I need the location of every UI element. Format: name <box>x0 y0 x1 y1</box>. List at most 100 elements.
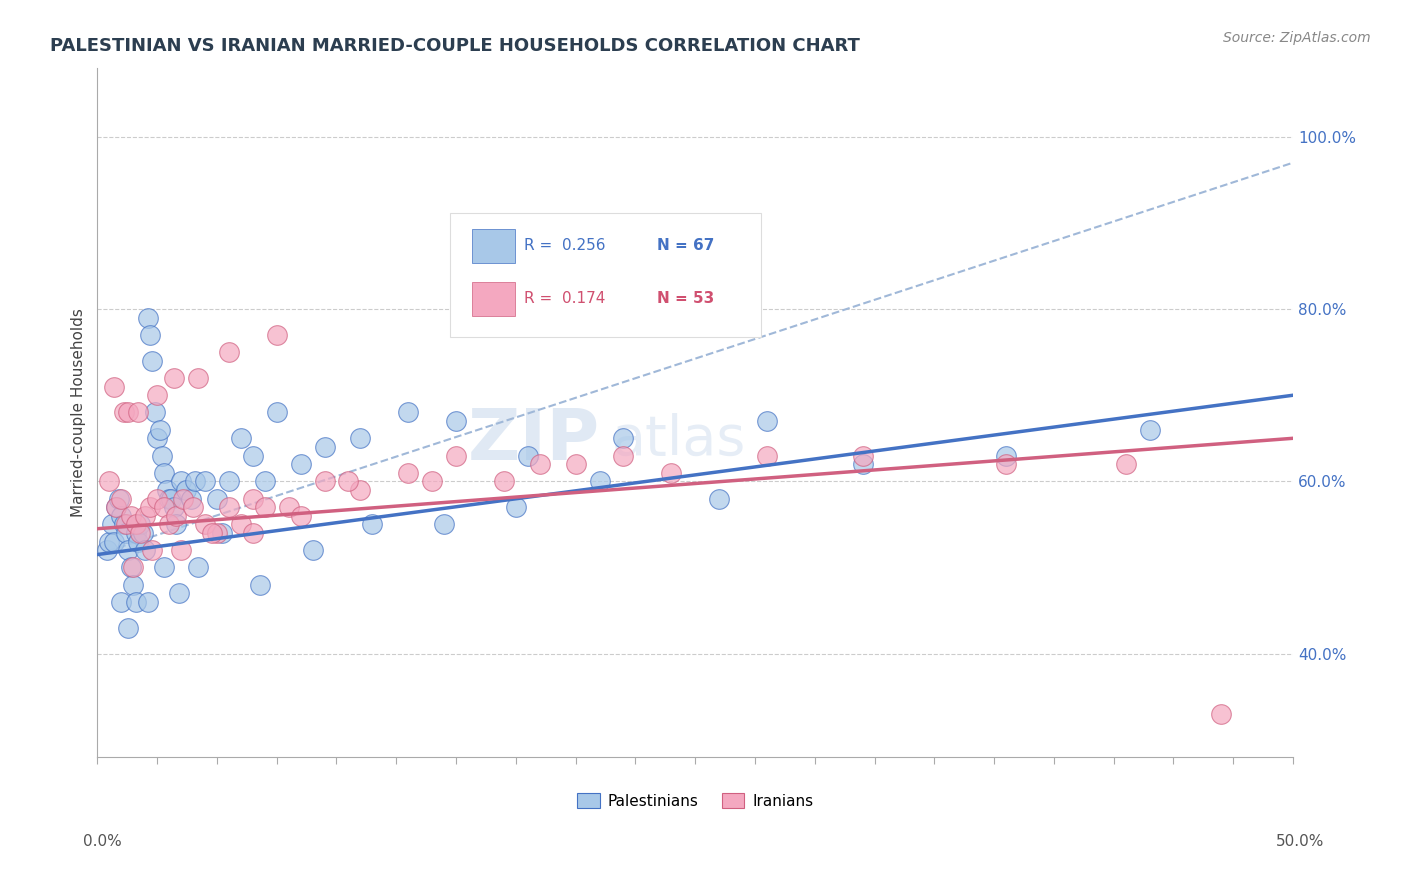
Point <box>117 543 139 558</box>
Point <box>1139 423 1161 437</box>
Point <box>218 345 240 359</box>
Point <box>150 449 173 463</box>
Point <box>659 466 682 480</box>
Point <box>157 491 180 506</box>
Point <box>277 500 299 515</box>
Point <box>995 449 1018 463</box>
Point <box>755 449 778 463</box>
Point <box>851 457 873 471</box>
Point <box>529 457 551 471</box>
Point <box>146 431 169 445</box>
Point <box>129 526 152 541</box>
Point <box>444 414 467 428</box>
Point <box>492 475 515 489</box>
Point <box>349 483 371 497</box>
Point <box>165 508 187 523</box>
Y-axis label: Married-couple Households: Married-couple Households <box>72 308 86 516</box>
Point <box>249 577 271 591</box>
Point <box>141 353 163 368</box>
Point <box>337 475 360 489</box>
Point <box>157 517 180 532</box>
Point <box>180 491 202 506</box>
Point <box>588 475 610 489</box>
Point <box>201 526 224 541</box>
Point <box>444 449 467 463</box>
Point <box>143 405 166 419</box>
Point <box>120 560 142 574</box>
Point <box>124 517 146 532</box>
Point <box>160 491 183 506</box>
Point <box>1211 706 1233 721</box>
Point <box>314 440 336 454</box>
Point <box>129 517 152 532</box>
Point <box>153 466 176 480</box>
Point <box>253 475 276 489</box>
Point <box>184 475 207 489</box>
Point <box>266 328 288 343</box>
Point <box>148 423 170 437</box>
Point <box>110 595 132 609</box>
Point <box>187 560 209 574</box>
Point <box>103 379 125 393</box>
Point <box>96 543 118 558</box>
Point <box>266 405 288 419</box>
Point <box>205 491 228 506</box>
Point <box>110 491 132 506</box>
Point <box>98 475 121 489</box>
Point <box>516 449 538 463</box>
Point <box>165 517 187 532</box>
Point <box>253 500 276 515</box>
Point <box>242 491 264 506</box>
Point <box>98 534 121 549</box>
Point <box>290 508 312 523</box>
FancyBboxPatch shape <box>471 229 515 262</box>
Point <box>181 500 204 515</box>
Point <box>163 500 186 515</box>
Point <box>218 500 240 515</box>
Point <box>117 405 139 419</box>
Point <box>134 508 156 523</box>
Point <box>1115 457 1137 471</box>
Text: 0.0%: 0.0% <box>83 834 122 848</box>
Text: 50.0%: 50.0% <box>1277 834 1324 848</box>
Point <box>211 526 233 541</box>
Point <box>115 517 138 532</box>
Point <box>112 517 135 532</box>
Point <box>139 328 162 343</box>
Point <box>242 526 264 541</box>
Point <box>349 431 371 445</box>
Point <box>229 431 252 445</box>
Text: ZIP: ZIP <box>467 406 599 475</box>
Point <box>127 405 149 419</box>
Point <box>505 500 527 515</box>
Point <box>612 431 634 445</box>
Text: Source: ZipAtlas.com: Source: ZipAtlas.com <box>1223 31 1371 45</box>
Point <box>146 388 169 402</box>
Point <box>105 500 128 515</box>
Point <box>117 621 139 635</box>
Point <box>132 526 155 541</box>
Point <box>134 543 156 558</box>
Point <box>127 534 149 549</box>
FancyBboxPatch shape <box>471 282 515 316</box>
Point <box>124 526 146 541</box>
Text: N = 67: N = 67 <box>657 238 714 253</box>
Point <box>136 595 159 609</box>
Point <box>120 508 142 523</box>
Point <box>187 371 209 385</box>
Point <box>174 483 197 497</box>
Point <box>172 491 194 506</box>
Point <box>755 414 778 428</box>
Point <box>612 449 634 463</box>
FancyBboxPatch shape <box>450 212 761 336</box>
Point <box>205 526 228 541</box>
Text: N = 53: N = 53 <box>657 292 714 306</box>
Point <box>707 491 730 506</box>
Text: R =  0.256: R = 0.256 <box>524 238 606 253</box>
Text: PALESTINIAN VS IRANIAN MARRIED-COUPLE HOUSEHOLDS CORRELATION CHART: PALESTINIAN VS IRANIAN MARRIED-COUPLE HO… <box>49 37 859 55</box>
Point <box>433 517 456 532</box>
Point <box>146 491 169 506</box>
Point <box>851 449 873 463</box>
Point <box>314 475 336 489</box>
Point <box>163 371 186 385</box>
